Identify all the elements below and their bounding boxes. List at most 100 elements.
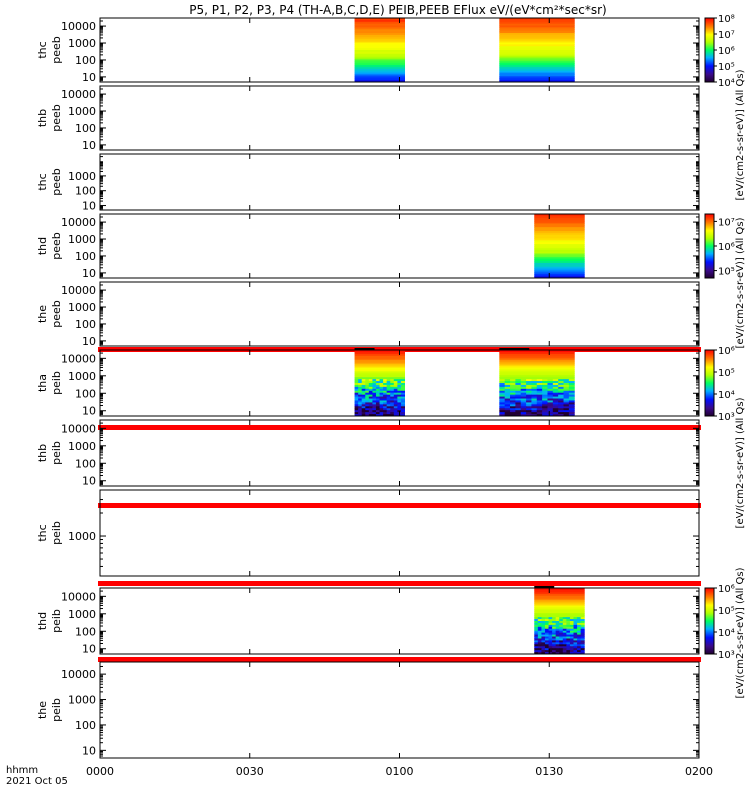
spectrogram-cell <box>534 605 585 608</box>
spectrogram-cell <box>358 408 363 411</box>
spectrogram-cell <box>534 603 585 606</box>
spectrogram-cell <box>559 648 564 651</box>
spectrogram-cell <box>358 412 363 415</box>
spectrogram-cell <box>372 394 377 398</box>
spectrogram-cell <box>566 624 571 628</box>
spectrogram-cell <box>534 617 539 620</box>
spectrogram-cell <box>534 259 585 262</box>
spectrogram-cell <box>504 381 511 384</box>
spectrogram-cell <box>541 646 546 649</box>
spectrogram-cell <box>531 386 538 390</box>
spectrogram-cell <box>383 386 388 390</box>
spectrogram-cell <box>563 390 570 394</box>
spectrogram-cell <box>354 357 405 361</box>
spectrogram-cell <box>569 634 574 638</box>
spectrogram-cell <box>383 383 388 386</box>
y-tick-label: 10000 <box>61 668 96 681</box>
spectrogram-cell <box>548 624 553 628</box>
spectrogram-cell <box>520 396 527 400</box>
spectrogram-cell <box>515 383 522 386</box>
spectrogram-cell <box>375 400 381 403</box>
spectrogram-cell <box>372 381 377 384</box>
spectrogram-cell <box>375 406 381 409</box>
spectrogram-cell <box>562 619 567 622</box>
spectrogram-cell <box>499 383 506 386</box>
spectrogram-cell <box>534 589 585 593</box>
spectrogram-cell <box>393 392 398 396</box>
spectrogram-cell <box>499 404 506 407</box>
y-tick-label: 1000 <box>68 694 96 707</box>
spectrogram-cell <box>563 408 570 411</box>
spectrogram-cell <box>365 398 370 401</box>
panel-thd-peib: 10000 1000 100 10 thd peib 10³ 10⁴ 10⁵ 10⁶ <box>36 581 735 661</box>
spectrogram-cell <box>393 412 398 415</box>
spectrogram-cell <box>536 396 543 400</box>
spectrogram-cell <box>534 230 585 234</box>
spectrogram-cell <box>390 404 395 407</box>
spectrogram-cell <box>542 394 548 398</box>
spectrogram-cell <box>499 19 575 23</box>
spectrogram-cell <box>552 381 559 384</box>
spectrogram-cell <box>534 253 585 256</box>
spectrogram-cell <box>542 383 548 386</box>
spectrogram-cell <box>400 390 405 394</box>
panel-label-probe: thb <box>36 444 49 462</box>
spectrogram-cell <box>379 408 384 411</box>
spectrogram-cell <box>354 70 405 74</box>
spectrogram-cell <box>393 394 398 398</box>
panel-thb-peeb: 10000 1000 100 10 thb peeb <box>36 85 700 152</box>
spectrogram-cell <box>515 388 522 392</box>
spectrogram-cell <box>390 410 395 413</box>
spectrogram-cell <box>563 396 570 400</box>
spectrogram-cell <box>569 626 574 630</box>
spectrogram-cell <box>559 644 564 647</box>
spectrogram-cell <box>379 381 384 384</box>
spectrogram-cell <box>499 377 575 380</box>
spectrogram-cell <box>361 383 366 386</box>
panel-label-probe: thd <box>36 237 49 255</box>
spectrogram-cell <box>580 644 585 647</box>
spectrogram-cell <box>580 632 585 636</box>
spectrogram-block <box>534 214 585 279</box>
spectrogram-cell <box>510 404 516 407</box>
spectrogram-cell <box>544 628 550 632</box>
spectrogram-cell <box>555 619 560 622</box>
spectrogram-cell <box>577 652 582 655</box>
spectrogram-cell <box>393 404 398 407</box>
spectrogram-cell <box>559 628 564 632</box>
spectrogram-cell <box>499 53 575 57</box>
spectrogram-cell <box>536 404 543 407</box>
spectrogram-cell <box>573 621 578 624</box>
spectrogram-cell <box>393 383 398 386</box>
spectrogram-cell <box>577 634 582 638</box>
spectrogram-cell <box>531 383 538 386</box>
spectrogram-cell <box>544 621 550 624</box>
spectrogram-cell <box>537 622 542 626</box>
spectrogram-cell <box>573 624 578 628</box>
spectrogram-cell <box>536 384 543 388</box>
spectrogram-cell <box>573 640 578 643</box>
spectrogram-cell <box>499 412 506 415</box>
spectrogram-cell <box>562 644 567 647</box>
spectrogram-cell <box>386 384 391 388</box>
spectrogram-cell <box>386 386 391 390</box>
spectrogram-cell <box>534 611 585 614</box>
panel-tha-peib: 10000 1000 100 10 tha peib 10³ 10⁴ 10⁵ 10⁶ <box>36 346 735 423</box>
spectrogram-cell <box>548 634 553 638</box>
spectrogram-cell <box>515 404 522 407</box>
spectrogram-cell <box>531 392 538 396</box>
spectrogram-cell <box>386 412 391 415</box>
fill-bar <box>98 581 701 586</box>
colorbar-title-peeb-top: [eV/(cm2-s-sr-eV)] (All Qs) <box>735 69 746 200</box>
spectrogram-cell <box>531 388 538 392</box>
spectrogram-cell <box>541 626 546 630</box>
spectrogram-cell <box>563 379 570 382</box>
spectrogram-cell <box>354 384 359 388</box>
spectrogram-cell <box>555 617 560 620</box>
spectrogram-cell <box>541 628 546 632</box>
spectrogram-cell <box>544 632 550 636</box>
spectrogram-cell <box>400 383 405 386</box>
spectrogram-cell <box>379 388 384 392</box>
colorbar-titles: [eV/(cm2-s-sr-eV)] (All Qs) [eV/(cm2-s-s… <box>735 69 746 698</box>
spectrogram-cell <box>400 381 405 384</box>
